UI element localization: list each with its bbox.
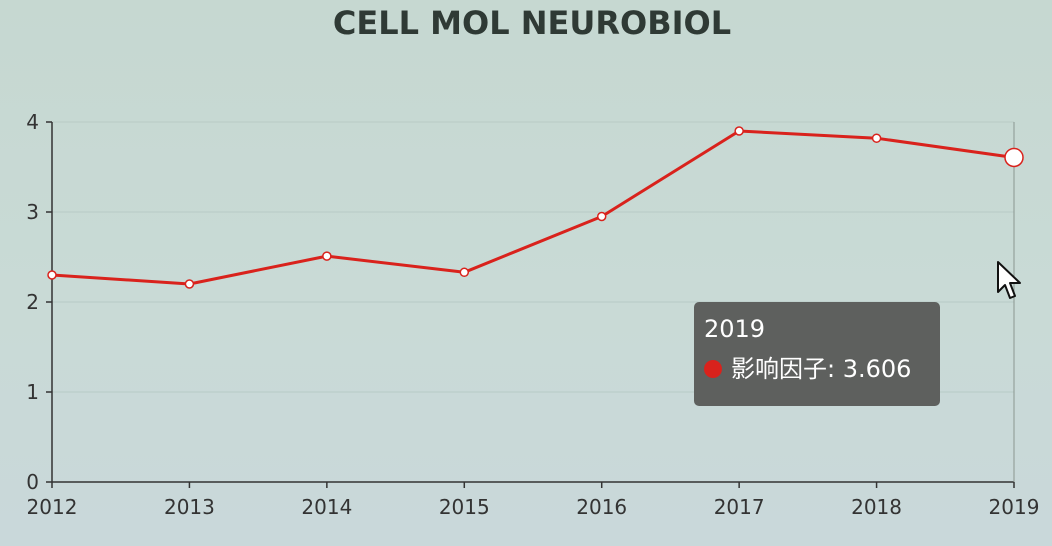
- series-point-highlighted[interactable]: [1004, 147, 1024, 168]
- y-tick-label: 4: [26, 110, 39, 134]
- x-tick-label: 2012: [27, 495, 78, 519]
- x-tick-label: 2018: [851, 495, 902, 519]
- series-point[interactable]: [184, 279, 195, 289]
- x-tick-label: 2017: [714, 495, 765, 519]
- y-tick-label: 2: [26, 290, 39, 314]
- series-point[interactable]: [459, 267, 470, 278]
- series-points[interactable]: [47, 126, 1024, 289]
- series-line[interactable]: [51, 129, 1015, 286]
- tooltip-series-label: 影响因子: [731, 355, 827, 383]
- tooltip-series-marker: [704, 360, 722, 378]
- y-tick-label: 1: [26, 380, 39, 404]
- tooltip-row: 影响因子: 3.606: [704, 354, 930, 384]
- tooltip-separator: :: [827, 355, 843, 383]
- series-point[interactable]: [734, 126, 744, 136]
- tooltip-value: 3.606: [842, 355, 912, 383]
- series-point[interactable]: [322, 251, 332, 261]
- chart-title: CELL MOL NEUROBIOL: [332, 4, 732, 42]
- tooltip: 2019 影响因子: 3.606: [694, 302, 940, 406]
- series-point[interactable]: [47, 270, 57, 280]
- tooltip-title: 2019: [704, 315, 766, 343]
- x-tick-label: 2019: [989, 495, 1040, 519]
- series-point[interactable]: [871, 133, 882, 143]
- x-tick-label: 2016: [576, 495, 627, 519]
- x-axis-ticks: 2012 2013 2014 2015 2016 2017 2018 2019: [27, 482, 1040, 519]
- y-axis-ticks: 0 1 2 3 4: [26, 110, 52, 494]
- x-tick-label: 2013: [164, 495, 215, 519]
- series-point[interactable]: [596, 211, 607, 222]
- x-tick-label: 2014: [301, 495, 352, 519]
- y-tick-label: 3: [26, 200, 39, 224]
- arrow-pointer-icon: [997, 261, 1021, 299]
- x-tick-label: 2015: [439, 495, 490, 519]
- y-tick-label: 0: [26, 470, 39, 494]
